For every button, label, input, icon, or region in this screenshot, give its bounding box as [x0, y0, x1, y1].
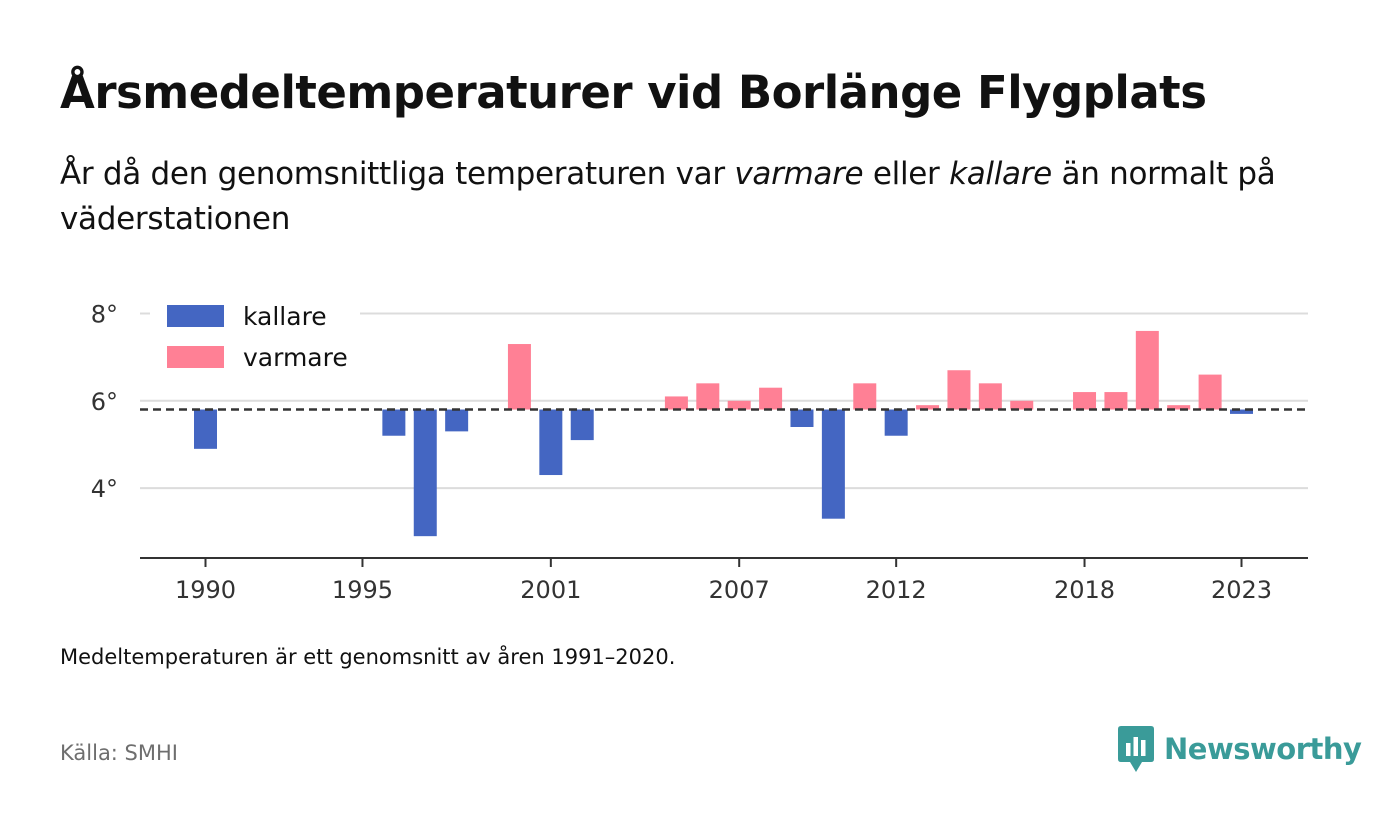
legend-swatch-varmare: [167, 346, 224, 368]
bar-2011: [853, 383, 877, 410]
x-tick-label: 1995: [332, 576, 393, 604]
y-tick-label: 6°: [91, 388, 118, 416]
bar-2019: [1104, 392, 1128, 410]
bar-1998: [445, 409, 469, 432]
newsworthy-logo-icon: [1118, 726, 1154, 772]
legend: kallare varmare: [150, 292, 360, 380]
subtitle-warm-word: varmare: [734, 156, 864, 192]
bar-2013: [916, 405, 940, 410]
axes: 4° 6° 8° 1990 1995 2001 2007 2012 2018 2023: [91, 300, 1308, 604]
bar-2002: [570, 409, 594, 441]
bar-2016: [1010, 400, 1034, 410]
bar-2010: [821, 409, 845, 519]
bar-2000: [507, 344, 531, 410]
bar-2012: [884, 409, 908, 436]
logo-bar-3: [1141, 740, 1146, 756]
bar-2007: [727, 400, 751, 410]
legend-swatch-kallare: [167, 305, 224, 327]
subtitle-prefix: År då den genomsnittliga temperaturen va…: [60, 156, 735, 192]
bar-2018: [1073, 392, 1097, 410]
bar-1997: [413, 409, 437, 537]
bar-1996: [382, 409, 406, 436]
bar-2014: [947, 370, 971, 410]
bar-2020: [1135, 330, 1159, 410]
bar-2022: [1198, 374, 1222, 410]
brand-logo: Newsworthy: [1118, 726, 1362, 772]
x-tick-label: 2018: [1054, 576, 1115, 604]
source-label: Källa: SMHI: [60, 741, 178, 765]
x-tick-label: 1990: [175, 576, 236, 604]
chart-subtitle: År då den genomsnittliga temperaturen va…: [60, 152, 1350, 242]
x-tick-label: 2007: [709, 576, 770, 604]
subtitle-mid: eller: [863, 156, 950, 192]
x-tick-label: 2001: [520, 576, 581, 604]
subtitle-suffix: än normalt på väderstationen: [60, 156, 1276, 237]
x-tick-label: 2023: [1211, 576, 1272, 604]
bar-2008: [759, 387, 783, 410]
bar-2021: [1167, 405, 1191, 410]
bar-2001: [539, 409, 563, 476]
x-tick-label: 2012: [866, 576, 927, 604]
y-tick-label: 4°: [91, 475, 118, 503]
bar-2015: [978, 383, 1002, 410]
chart-title: Årsmedeltemperaturer vid Borlänge Flygpl…: [60, 66, 1207, 119]
logo-bar-1: [1126, 743, 1131, 756]
logo-bar-2: [1133, 737, 1138, 756]
bar-2006: [696, 383, 720, 410]
footnote: Medeltemperaturen är ett genomsnitt av å…: [60, 645, 676, 669]
legend-label-varmare: varmare: [243, 343, 348, 372]
bar-2009: [790, 409, 814, 427]
subtitle-cold-word: kallare: [949, 156, 1052, 192]
temperature-bar-chart: 4° 6° 8° 1990 1995 2001 2007 2012 2018 2023 kalla…: [90, 292, 1308, 604]
bar-2005: [664, 396, 688, 410]
y-tick-label: 8°: [91, 300, 118, 328]
bar-1990: [194, 409, 217, 449]
brand-name: Newsworthy: [1164, 732, 1362, 766]
bar-2023: [1230, 409, 1253, 414]
bars: [194, 330, 1253, 537]
legend-label-kallare: kallare: [243, 302, 327, 331]
